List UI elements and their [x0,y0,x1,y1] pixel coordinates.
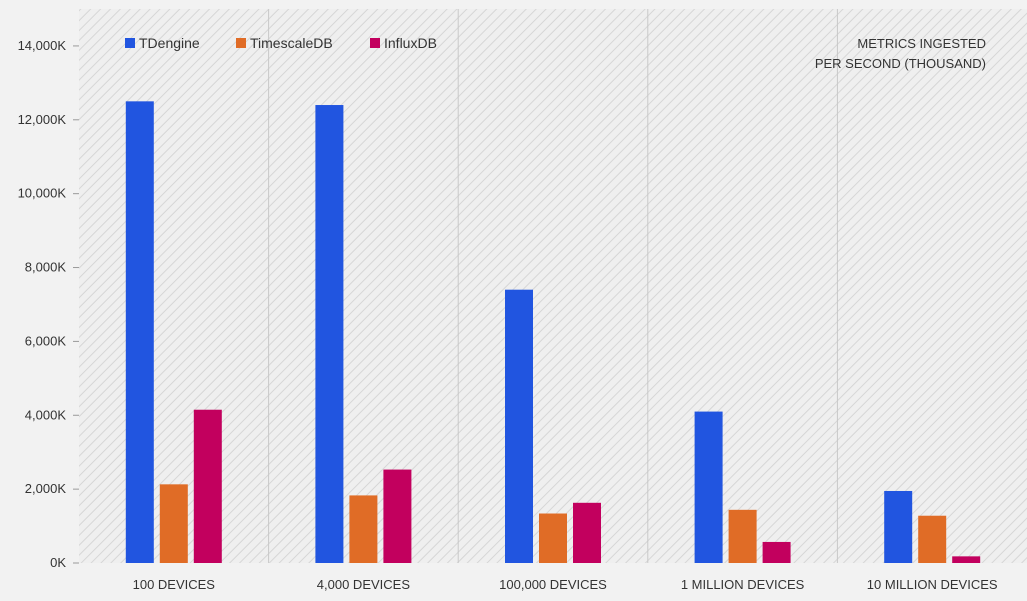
bar-timescaledb [159,484,188,563]
bar-tdengine [884,490,913,563]
bar-timescaledb [728,509,757,563]
bar-influxdb [762,541,791,563]
x-tick-label: 100,000 DEVICES [499,577,607,592]
y-tick-label: 0K [50,555,66,570]
legend-label-influxdb: InfluxDB [384,35,437,51]
bar-timescaledb [918,515,947,563]
bar-influxdb [193,409,222,563]
legend-swatch-influxdb [370,38,380,48]
legend-label-timescaledb: TimescaleDB [250,35,333,51]
category-dividers [268,9,838,563]
legend: TDengine TimescaleDB InfluxDB [125,35,437,51]
y-tick-label: 6,000K [25,333,67,348]
bar-tdengine [505,289,533,563]
bar-timescaledb [349,495,378,563]
bar-influxdb [383,469,412,563]
chart-note-line-1: METRICS INGESTED [857,36,986,51]
y-tick-label: 14,000K [18,38,67,53]
x-axis: 100 DEVICES 4,000 DEVICES 100,000 DEVICES 1… [133,577,998,592]
bar-influxdb [952,556,981,563]
legend-swatch-timescaledb [236,38,246,48]
bar-influxdb [573,502,601,563]
y-axis: 0K 2,000K 4,000K 6,000K 8,000K 10,000K 12,000K… [18,38,79,570]
plot-background [79,9,1027,563]
y-tick-label: 4,000K [25,407,67,422]
bar-tdengine [125,101,154,563]
x-tick-label: 1 MILLION DEVICES [681,577,805,592]
bars [125,101,981,563]
bar-tdengine [315,105,344,563]
bar-timescaledb [539,513,567,563]
y-tick-label: 8,000K [25,260,67,275]
x-tick-label: 4,000 DEVICES [317,577,411,592]
y-tick-label: 2,000K [25,481,67,496]
y-tick-label: 10,000K [18,186,67,201]
legend-label-tdengine: TDengine [139,35,200,51]
bar-tdengine [694,411,723,563]
x-tick-label: 100 DEVICES [133,577,216,592]
legend-swatch-tdengine [125,38,135,48]
x-tick-label: 10 MILLION DEVICES [867,577,998,592]
chart-note-line-2: PER SECOND (THOUSAND) [815,56,986,71]
y-tick-label: 12,000K [18,112,67,127]
